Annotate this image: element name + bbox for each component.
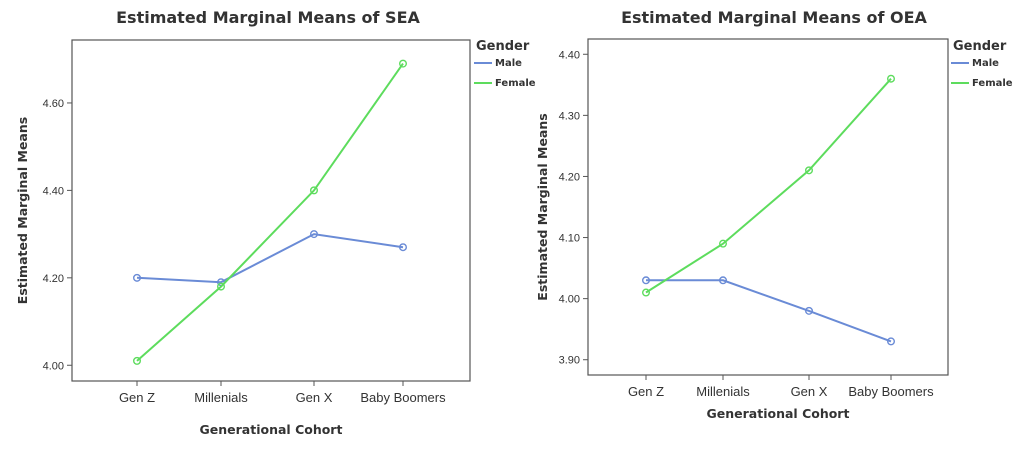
sea-plot-frame [71, 39, 471, 382]
sea-x-tick-label: Gen Z [119, 390, 155, 405]
oea-series-female-point [805, 166, 814, 175]
oea-legend-title: Gender [953, 39, 1007, 54]
oea-series-female-point [887, 74, 896, 83]
oea-y-tick-label: 4.20 [559, 171, 580, 183]
sea-y-tick-label: 4.60 [43, 98, 64, 110]
sea-y-tick-label: 4.20 [43, 273, 64, 285]
oea-legend-female-label: Female [972, 78, 1013, 89]
sea-chart-panel: Estimated Marginal Means of SEA 4.00 4.20 4… [15, 8, 536, 437]
oea-y-tick-label: 4.00 [559, 294, 580, 306]
sea-series-male-line [136, 233, 404, 284]
oea-series-male-line [646, 279, 892, 343]
sea-legend-male-label: Male [495, 58, 522, 69]
oea-series-male-point [718, 276, 727, 285]
sea-chart: Estimated Marginal Means of SEA 4.00 4.20 4… [15, 8, 536, 437]
oea-series-female-point [641, 288, 650, 297]
oea-x-tick-label: Millenials [696, 384, 750, 399]
oea-x-axis-label: Generational Cohort [707, 406, 850, 421]
sea-x-tick-label: Gen X [296, 390, 333, 405]
oea-y-tick-label: 4.10 [559, 233, 580, 245]
oea-y-axis-label: Estimated Marginal Means [535, 113, 550, 300]
oea-y-tick-label: 4.30 [559, 110, 580, 122]
sea-series-female-line [136, 63, 404, 362]
oea-series-male-point [805, 306, 814, 315]
sea-series-female-point [132, 356, 141, 365]
sea-x-tick-label: Millenials [194, 390, 248, 405]
sea-legend-title: Gender [476, 39, 530, 54]
oea-plot-frame [587, 38, 949, 376]
oea-y-tick-label: 4.40 [559, 49, 580, 61]
oea-series-male-point [887, 337, 896, 346]
oea-chart: Estimated Marginal Means of OEA 3.90 4.00 4… [535, 8, 1013, 421]
sea-x-tick-label: Baby Boomers [360, 390, 446, 405]
oea-series-male-point [641, 276, 650, 285]
sea-x-axis-label: Generational Cohort [200, 422, 343, 437]
sea-series-male-point [310, 230, 319, 239]
oea-x-tick-label: Gen X [791, 384, 828, 399]
sea-series-male-point [399, 243, 408, 252]
oea-chart-panel: Estimated Marginal Means of OEA 3.90 4.00 4… [530, 0, 1024, 460]
oea-series-female-point [718, 239, 727, 248]
oea-chart-title: Estimated Marginal Means of OEA [621, 8, 927, 27]
oea-series-female-line [645, 78, 892, 294]
sea-series-female-point [310, 186, 319, 195]
sea-series-male-point [132, 273, 141, 282]
oea-y-tick-label: 3.90 [559, 355, 580, 367]
oea-x-tick-label: Gen Z [628, 384, 664, 399]
sea-series-female-point [216, 282, 225, 291]
oea-legend-male-label: Male [972, 58, 999, 69]
oea-x-tick-label: Baby Boomers [848, 384, 934, 399]
sea-y-tick-label: 4.40 [43, 185, 64, 197]
sea-series-female-point [399, 59, 408, 68]
sea-y-tick-label: 4.00 [43, 360, 64, 372]
sea-legend-female-label: Female [495, 78, 536, 89]
sea-chart-title: Estimated Marginal Means of SEA [116, 8, 420, 27]
sea-y-axis-label: Estimated Marginal Means [15, 117, 30, 304]
